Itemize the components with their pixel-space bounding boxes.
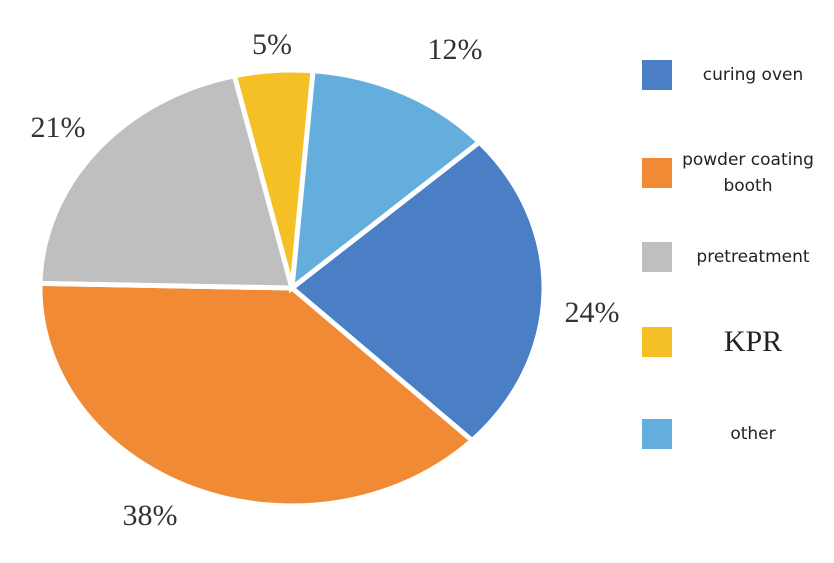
legend-item: KPR — [642, 327, 828, 357]
legend-swatch — [642, 158, 672, 188]
data-label: 21% — [31, 111, 86, 144]
data-label: 12% — [428, 33, 483, 66]
pie-slice — [288, 68, 484, 294]
legend-swatch — [642, 419, 672, 449]
legend-swatch — [642, 60, 672, 90]
pie-slice — [37, 72, 296, 291]
data-label: 38% — [123, 499, 178, 532]
legend-label: other — [730, 424, 776, 444]
legend-item: powder coating booth — [642, 147, 818, 199]
data-label: 24% — [565, 296, 620, 329]
pie-slice — [37, 280, 476, 509]
legend-item: curing oven — [642, 60, 828, 90]
legend-swatch — [642, 242, 672, 272]
legend-label: KPR — [723, 325, 783, 358]
legend-label: pretreatment — [696, 247, 810, 267]
legend-item: other — [642, 419, 828, 449]
legend-label: curing oven — [702, 65, 804, 85]
legend-swatch — [642, 327, 672, 357]
legend-item: pretreatment — [642, 242, 828, 272]
pie-slice — [288, 138, 547, 444]
legend-label: powder coating booth — [682, 150, 814, 196]
data-label: 5% — [252, 28, 292, 61]
